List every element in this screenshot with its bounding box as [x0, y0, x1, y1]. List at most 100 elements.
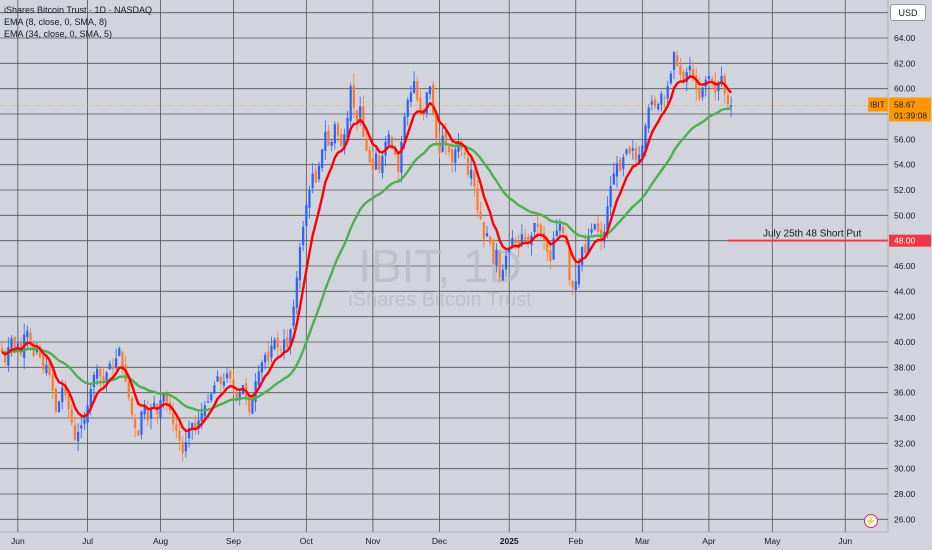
candle-body	[400, 141, 403, 173]
candle-body	[390, 136, 394, 146]
candle-body	[251, 399, 254, 414]
candle-body	[67, 395, 70, 410]
price-tick-label: 52.00	[894, 185, 916, 195]
candle-body	[501, 269, 504, 281]
candle-body	[520, 234, 523, 245]
price-tick-label: 64.00	[894, 33, 916, 43]
candle-body	[695, 75, 698, 90]
time-tick-label: Nov	[365, 536, 381, 546]
candle-body	[584, 244, 587, 254]
short-put-label: July 25th 48 Short Put	[763, 229, 862, 240]
candle-body	[54, 388, 57, 412]
candle-body	[514, 240, 517, 244]
chart-watermark: IBIT, 1D iShares Bitcoin Trust	[348, 240, 532, 311]
chart-legend: iShares Bitcoin Trust · 1D · NASDAQ EMA …	[4, 4, 152, 40]
candle-body	[140, 411, 143, 435]
candle-body	[717, 82, 720, 92]
candle-body	[669, 73, 672, 84]
price-tick-label: 62.00	[894, 58, 916, 68]
candle-body	[276, 337, 279, 348]
candle-body	[612, 173, 615, 185]
candle-body	[286, 337, 289, 348]
candle-body	[419, 97, 422, 112]
time-tick-label: Jun	[11, 536, 25, 546]
candle-body	[92, 374, 96, 388]
candle-body	[48, 361, 51, 375]
chart-grid	[0, 0, 888, 532]
time-tick-label: May	[764, 536, 781, 546]
candle-body	[184, 442, 187, 452]
candle-body	[4, 354, 7, 363]
candle-body	[200, 412, 203, 421]
time-tick-label: Sep	[226, 536, 241, 546]
ema-lines	[1, 75, 733, 433]
candle-body	[714, 80, 717, 93]
candle-body	[99, 369, 102, 377]
candle-body	[273, 339, 276, 349]
level-badge-label: 48.00	[894, 236, 916, 246]
candle-body	[432, 84, 435, 116]
level-badge	[889, 234, 931, 247]
candle-body	[229, 371, 232, 379]
candle-body	[178, 430, 181, 441]
candle-body	[181, 441, 184, 454]
candle-body	[51, 374, 54, 391]
ema-slow-legend[interactable]: EMA (34, close, 0, SMA, 5)	[4, 29, 113, 39]
lightning-icon[interactable]: ⚡	[864, 514, 878, 528]
price-tick-label: 30.00	[894, 464, 916, 474]
symbol-title[interactable]: iShares Bitcoin Trust · 1D · NASDAQ	[4, 5, 153, 15]
candle-body	[365, 138, 368, 151]
candle-body	[368, 149, 371, 163]
candle-body	[403, 116, 406, 141]
candle-body	[720, 76, 723, 83]
candle-body	[149, 407, 153, 419]
candle-body	[387, 134, 390, 145]
candle-body	[73, 425, 77, 440]
candle-body	[593, 224, 596, 230]
candle-body	[546, 240, 549, 253]
candle-body	[191, 423, 194, 429]
candle-body	[248, 395, 251, 412]
candle-body	[691, 68, 695, 79]
candle-body	[393, 148, 397, 155]
candle-body	[378, 155, 381, 170]
candle-body	[105, 372, 108, 383]
time-tick-label: Aug	[153, 536, 168, 546]
price-badge-value: 58.67	[894, 100, 916, 110]
candle-body	[333, 124, 336, 144]
candle-body	[644, 125, 647, 150]
price-tick-label: 60.00	[894, 84, 916, 94]
candle-body	[479, 211, 482, 220]
candle-body	[666, 86, 669, 99]
candle-body	[428, 86, 432, 95]
candle-body	[362, 105, 365, 137]
candle-body	[80, 425, 83, 429]
candle-body	[447, 146, 451, 152]
price-badge-countdown: 01:39:08	[894, 111, 927, 121]
currency-button[interactable]: USD	[890, 4, 926, 21]
candle-body	[349, 86, 352, 121]
time-tick-label: 2025	[500, 536, 519, 546]
candle-body	[653, 99, 657, 107]
candle-body	[492, 239, 495, 264]
candle-body	[663, 97, 666, 99]
watermark-ticker: IBIT, 1D	[358, 240, 522, 292]
candle-body	[539, 224, 542, 235]
candle-body	[555, 230, 558, 236]
candle-body	[96, 368, 99, 379]
candle-body	[194, 422, 197, 431]
candle-body	[64, 384, 67, 396]
candle-body	[406, 100, 409, 117]
candle-body	[574, 281, 577, 290]
candle-body	[606, 206, 609, 230]
candle-body	[321, 149, 324, 168]
candle-body	[153, 402, 156, 407]
candle-body	[552, 238, 555, 260]
ema-fast-legend[interactable]: EMA (8, close, 0, SMA, 8)	[4, 17, 108, 27]
candle-body	[340, 134, 343, 146]
candle-body	[187, 428, 191, 439]
candle-body	[710, 78, 714, 83]
candle-body	[292, 306, 295, 326]
